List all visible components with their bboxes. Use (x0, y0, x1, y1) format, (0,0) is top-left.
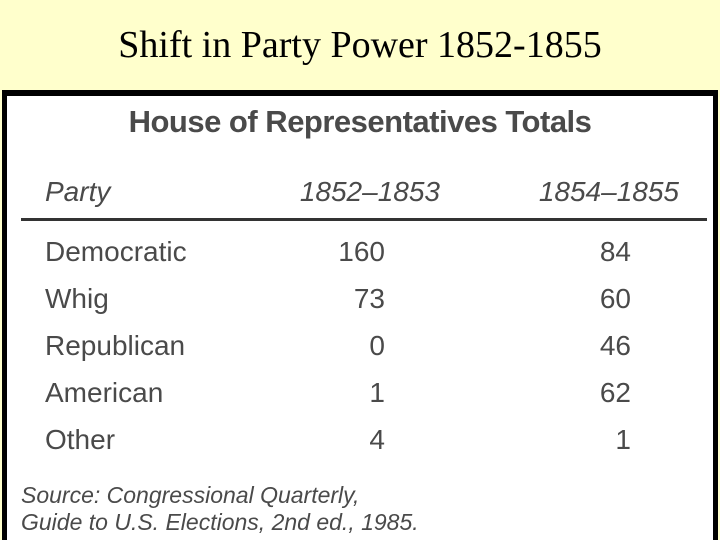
value-1852-1853: 4 (369, 424, 385, 455)
source-line-2: Guide to U.S. Elections, 2nd ed., 1985. (21, 509, 419, 536)
value-1852-1853: 73 (353, 283, 385, 314)
value-1854-1855: 1 (615, 424, 631, 455)
source-note: Source: Congressional Quarterly, Guide t… (21, 482, 419, 536)
party-cell: Republican (45, 330, 186, 361)
value-1854-1855: 62 (599, 377, 631, 408)
table-title: House of Representatives Totals (128, 104, 592, 139)
value-1852-1853: 160 (338, 236, 385, 267)
source-title: Guide to U.S. Elections, (21, 509, 266, 535)
party-cell: Democratic (45, 236, 187, 267)
slide-title: Shift in Party Power 1852-1855 (118, 24, 602, 66)
value-1854-1855: 60 (599, 283, 631, 314)
header-rule (21, 218, 707, 221)
value-1854-1855: 46 (599, 330, 631, 361)
value-1852-1853: 0 (369, 330, 385, 361)
party-cell: Whig (45, 283, 109, 314)
header-1852-1853: 1852–1853 (299, 176, 440, 207)
source-line-1: Source: Congressional Quarterly, (21, 482, 360, 508)
party-cell: Other (45, 424, 116, 455)
value-1854-1855: 84 (599, 236, 631, 267)
header-party: Party (45, 176, 111, 207)
header-1854-1855: 1854–1855 (538, 176, 679, 207)
table-sheet: House of Representatives Totals Party 18… (7, 96, 713, 540)
value-1852-1853: 1 (369, 377, 385, 408)
source-edition: 2nd ed., 1985. (265, 509, 419, 535)
party-cell: American (45, 377, 164, 408)
table-panel: House of Representatives Totals Party 18… (2, 90, 718, 540)
